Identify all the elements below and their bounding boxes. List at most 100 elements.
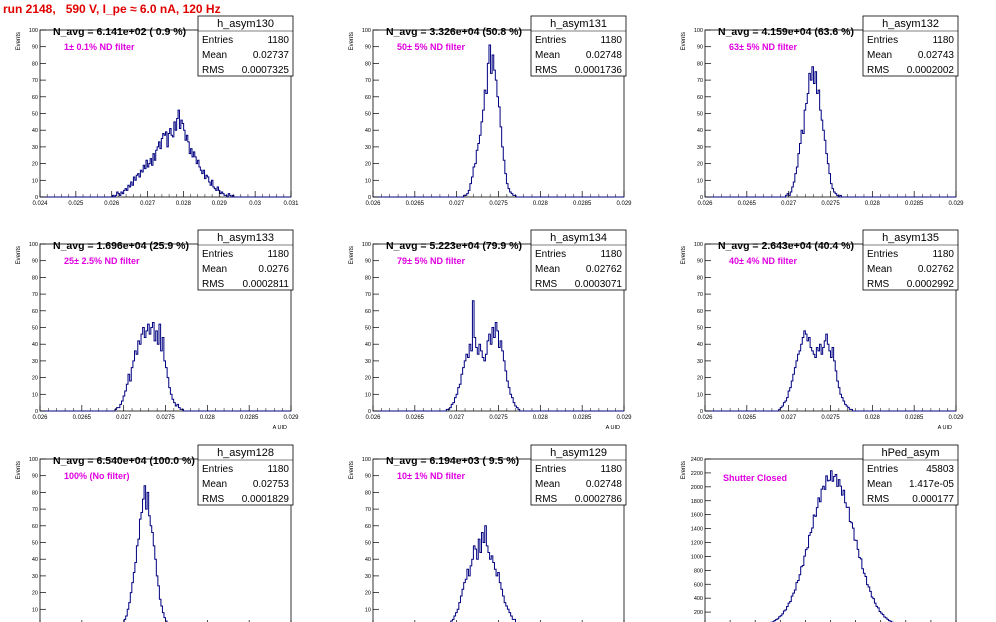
stats-label: Mean <box>535 50 560 61</box>
stats-label: Entries <box>535 35 566 46</box>
y-tick-label: 20 <box>365 162 371 168</box>
y-tick-label: 50 <box>32 326 38 332</box>
stats-value: 0.02762 <box>918 264 955 275</box>
x-tick-label: 0.027 <box>116 415 132 421</box>
stats-box <box>197 15 294 77</box>
stats-value: 0.0001736 <box>575 65 623 76</box>
stats-box <box>197 444 294 506</box>
x-tick-label: 0.029 <box>948 415 964 421</box>
stats-box <box>862 15 959 77</box>
stats-label: Mean <box>535 264 560 275</box>
y-tick-label: 800 <box>694 568 703 574</box>
histogram-series <box>450 525 516 622</box>
x-tick-label: 0.026 <box>104 201 120 207</box>
histogram-panel-h_asym129: 0.0260.02650.0270.02750.0280.02850.02901… <box>349 444 627 622</box>
x-tick-label: 0.0275 <box>156 415 175 421</box>
y-tick-label: 2400 <box>691 457 703 463</box>
stats-label: Entries <box>867 464 898 475</box>
histogram-series <box>123 485 168 622</box>
stats-box <box>530 15 627 77</box>
y-tick-label: 20 <box>365 591 371 597</box>
x-tick-label: 0.0285 <box>573 415 592 421</box>
y-tick-label: 30 <box>365 145 371 151</box>
stats-label: Entries <box>867 249 898 260</box>
y-tick-label: 60 <box>32 524 38 530</box>
y-tick-label: 50 <box>365 326 371 332</box>
y-tick-label: 30 <box>697 359 703 365</box>
x-tick-label: 0.028 <box>533 415 549 421</box>
y-tick-label: 10 <box>697 178 703 184</box>
x-tick-label: 0.027 <box>781 415 797 421</box>
stats-value: 0.02737 <box>253 50 290 61</box>
n-avg-annotation: N_avg = 6.194e+03 ( 9.5 %) <box>386 455 519 467</box>
y-tick-label: 50 <box>365 112 371 118</box>
stats-value: 45803 <box>926 464 954 475</box>
y-tick-label: 20 <box>32 162 38 168</box>
x-tick-label: 0.028 <box>176 201 192 207</box>
stats-title: h_asym133 <box>217 232 274 244</box>
y-tick-label: 80 <box>365 275 371 281</box>
y-tick-label: 10 <box>697 392 703 398</box>
histogram-panel-h_asym128: 0.0260.02650.0270.02750.0280.02850.02901… <box>16 444 294 622</box>
stats-label: RMS <box>202 279 225 290</box>
y-tick-label: 50 <box>697 112 703 118</box>
filter-label: 50± 5% ND filter <box>397 42 465 52</box>
stats-label: Entries <box>202 249 233 260</box>
y-tick-label: 10 <box>32 392 38 398</box>
stats-value: 0.0002786 <box>575 494 623 505</box>
y-tick-label: 50 <box>697 326 703 332</box>
x-tick-label: 0.0275 <box>489 201 508 207</box>
y-tick-label: 20 <box>32 591 38 597</box>
x-tick-label: 0.027 <box>449 415 465 421</box>
x-tick-label: 0.0265 <box>73 415 92 421</box>
y-tick-label: 60 <box>365 309 371 315</box>
stats-value: 1180 <box>267 249 289 260</box>
y-tick-label: 20 <box>697 162 703 168</box>
stats-label: Mean <box>202 50 227 61</box>
y-axis-label: Events <box>16 246 22 264</box>
stats-value: 0.0001829 <box>242 494 290 505</box>
stats-value: 0.000177 <box>912 494 954 505</box>
stats-box <box>862 229 959 291</box>
x-tick-label: 0.028 <box>865 201 881 207</box>
y-tick-label: 20 <box>365 376 371 382</box>
y-tick-label: 90 <box>32 474 38 480</box>
y-tick-label: 80 <box>32 61 38 67</box>
x-tick-label: 0.027 <box>781 201 797 207</box>
y-tick-label: 0 <box>700 409 703 415</box>
stats-label: Mean <box>535 479 560 490</box>
y-tick-label: 100 <box>29 28 38 34</box>
x-tick-label: 0.0265 <box>406 201 425 207</box>
stats-title: hPed_asym <box>881 447 939 459</box>
y-tick-label: 100 <box>694 28 703 34</box>
stats-label: Entries <box>202 464 233 475</box>
x-tick-label: 0.029 <box>616 415 632 421</box>
stats-box <box>862 444 959 506</box>
y-tick-label: 80 <box>32 275 38 281</box>
x-tick-label: 0.029 <box>948 201 964 207</box>
stats-value: 1180 <box>600 35 622 46</box>
n-avg-annotation: N_avg = 6.540e+04 (100.0 %) <box>53 455 195 467</box>
stats-value: 0.02753 <box>253 479 290 490</box>
y-tick-label: 40 <box>32 128 38 134</box>
stats-value: 0.02762 <box>586 264 623 275</box>
y-tick-label: 60 <box>697 309 703 315</box>
stats-title: h_asym131 <box>550 18 607 30</box>
n-avg-annotation: N_avg = 1.696e+04 (25.9 %) <box>53 240 189 252</box>
x-tick-label: 0.025 <box>68 201 84 207</box>
y-tick-label: 80 <box>697 61 703 67</box>
histogram-series <box>40 321 291 412</box>
y-axis-label: Events <box>16 32 22 50</box>
y-tick-label: 1000 <box>691 554 703 560</box>
y-axis-label: Events <box>16 461 22 479</box>
y-tick-label: 40 <box>365 128 371 134</box>
stats-value: 0.0002811 <box>242 279 289 290</box>
y-tick-label: 100 <box>29 242 38 248</box>
filter-label: 1± 0.1% ND filter <box>64 42 135 52</box>
stats-value: 0.0002992 <box>907 279 955 290</box>
y-tick-label: 600 <box>694 582 703 588</box>
stats-value: 0.02748 <box>586 50 623 61</box>
stats-label: Entries <box>535 464 566 475</box>
stats-title: h_asym129 <box>550 447 607 459</box>
y-tick-label: 30 <box>365 359 371 365</box>
